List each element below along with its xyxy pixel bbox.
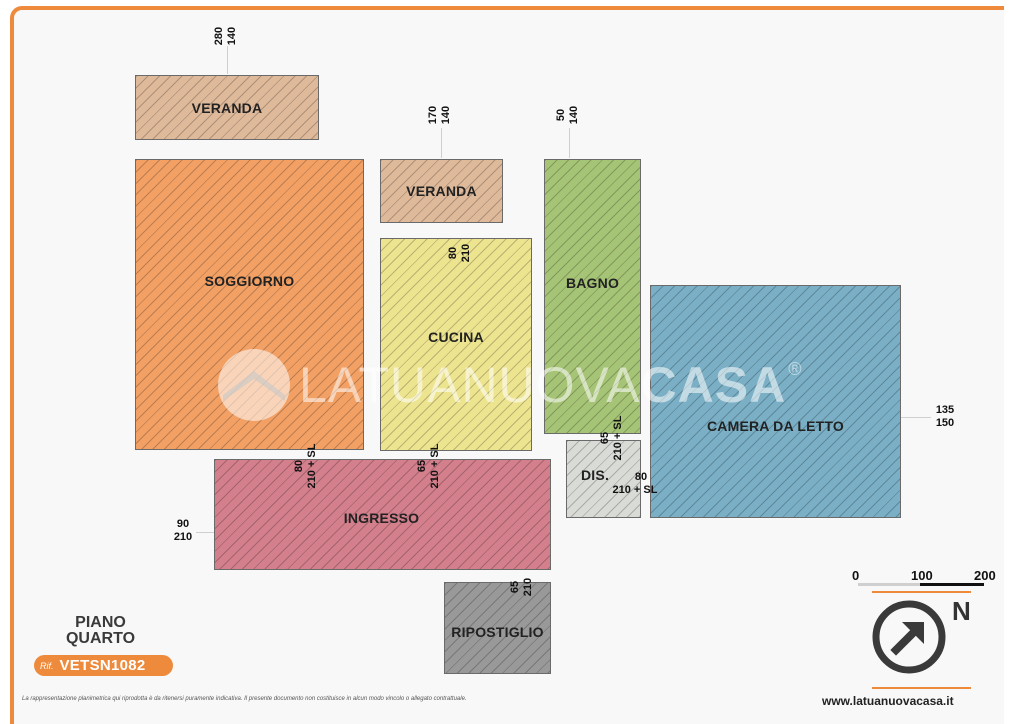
dim-cucina-door: 65 210 + SL [416, 443, 441, 489]
room-soggiorno: SOGGIORNO [135, 159, 364, 450]
dim-tick [901, 417, 931, 418]
dim-ingresso: 90 210 [173, 518, 193, 543]
compass-top-line [872, 591, 971, 593]
room-label: INGRESSO [343, 509, 420, 526]
floor-line-1: PIANO [75, 614, 126, 631]
room-ripostiglio: RIPOSTIGLIO [444, 582, 551, 674]
dim-veranda-mid: 170 140 [427, 105, 452, 125]
room-ingresso: INGRESSO [214, 459, 551, 570]
dim-cucina: 80 210 [447, 243, 472, 263]
compass-bottom-line [872, 687, 971, 689]
reference-code: VETSN1082 [59, 657, 146, 674]
reference-badge: Rif. VETSN1082 [34, 655, 173, 676]
website-link[interactable]: www.latuanuovacasa.it [822, 694, 954, 708]
dim-dis-door: 80 210 + SL [612, 471, 658, 496]
room-disimpegno: DIS. [566, 440, 641, 518]
dim-ripostiglio: 65 210 [509, 577, 534, 597]
dim-bagno-door: 65 210 + SL [599, 415, 624, 461]
room-cucina: CUCINA [380, 238, 532, 451]
room-camera-da-letto: CAMERA DA LETTO [650, 285, 901, 518]
dim-tick [196, 532, 214, 533]
dim-tick [441, 128, 442, 158]
dim-tick [569, 128, 570, 158]
room-veranda-mid: VERANDA [380, 159, 503, 223]
reference-prefix: Rif. [40, 660, 54, 671]
room-label: BAGNO [565, 274, 620, 291]
room-label: CUCINA [428, 328, 484, 345]
room-label: CAMERA DA LETTO [706, 417, 845, 434]
dim-veranda-top: 280 140 [213, 26, 238, 46]
cucina-notch [456, 434, 532, 451]
scale-label-200: 200 [974, 568, 996, 583]
floor-line-2: QUARTO [65, 630, 136, 647]
room-label: RIPOSTIGLIO [451, 624, 544, 640]
scale-bar-light [858, 583, 920, 586]
dim-tick [227, 46, 228, 74]
dim-soggiorno-door: 80 210 + SL [293, 443, 318, 489]
compass-north-label: N [952, 596, 971, 626]
room-bagno: BAGNO [544, 159, 641, 434]
room-label: VERANDA [406, 183, 477, 199]
room-label: SOGGIORNO [204, 272, 295, 289]
scale-label-100: 100 [911, 568, 933, 583]
scale-label-0: 0 [852, 568, 860, 583]
room-label: VERANDA [191, 99, 263, 116]
dim-bagno: 50 140 [555, 105, 580, 125]
disclaimer: La rappresentazione planimetrica qui rip… [22, 696, 467, 702]
room-label: DIS. [581, 467, 610, 483]
floor-label: PIANO QUARTO [38, 615, 163, 647]
north-arrow-icon [872, 600, 946, 674]
scale-bar-dark [920, 583, 984, 586]
dim-camera: 135 150 [935, 404, 955, 429]
room-veranda-top: VERANDA [135, 75, 319, 140]
